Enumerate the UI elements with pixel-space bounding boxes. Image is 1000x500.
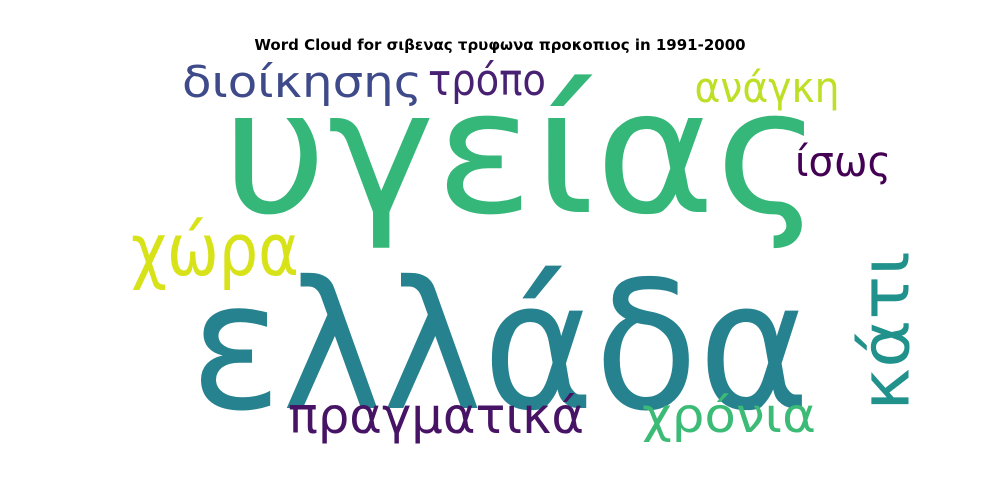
- word-4: τρόπο: [428, 55, 546, 106]
- word-8: κάτι: [847, 251, 926, 411]
- word-2: ελλάδα: [190, 243, 810, 450]
- word-1: υγείας: [222, 52, 822, 253]
- chart-title: Word Cloud for σιβενας τρυφωνα προκοπιος…: [254, 36, 746, 54]
- word-9: πραγματικά: [288, 387, 584, 445]
- word-10: χρόνια: [642, 388, 816, 444]
- word-3: διοίκησης: [182, 57, 422, 108]
- word-5: ανάγκη: [695, 63, 840, 112]
- word-7: χώρα: [131, 208, 299, 292]
- word-6: ίσως: [795, 137, 891, 186]
